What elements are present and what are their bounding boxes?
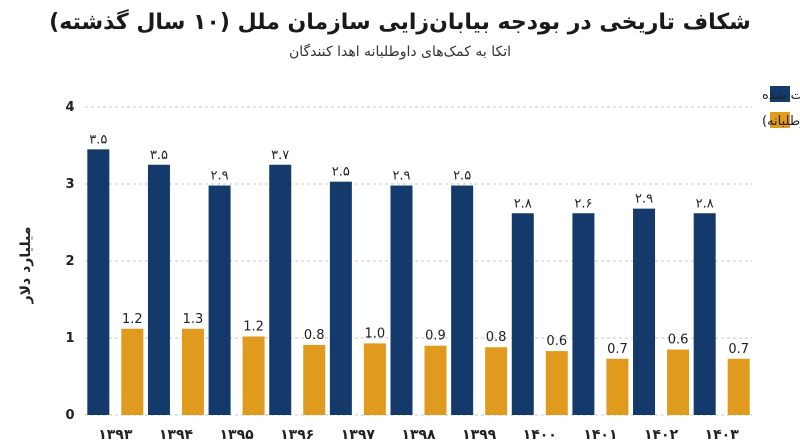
- data-label-mobilized: 0.8: [486, 330, 507, 345]
- bar-requested: [269, 164, 292, 415]
- data-label-mobilized: 0.7: [607, 342, 628, 357]
- bar-mobilized: [121, 328, 144, 415]
- bars-group: ۳.۵ 1.2 ۳.۵ 1.3 ۲.۹ 1.2 ۳.۷ 0.8 ۲.۵ 1.0 ۲.۹ 0.9 ۲.۵ 0…: [87, 132, 750, 415]
- x-axis-ticks: ۱۳۹۳ ۱۳۹۴ ۱۳۹۵ ۱۳۹۶ ۱۳۹۷ ۱۳۹۸ ۱۳۹۹ ۱۴۰۰ ۱۴۰۱ ۱۴۰۲…: [98, 427, 739, 443]
- x-tick-label: ۱۳۹۴: [159, 427, 194, 443]
- y-tick-label: 2: [65, 254, 74, 269]
- data-label-mobilized: 1.0: [365, 326, 386, 341]
- y-tick-label: 3: [65, 177, 74, 192]
- legend-swatch-mobilized: [770, 112, 790, 128]
- bar-mobilized: [363, 343, 386, 415]
- x-tick-label: ۱۳۹۸: [401, 427, 436, 443]
- bar-requested: [572, 213, 595, 415]
- data-label-requested: ۲.۹: [211, 169, 229, 184]
- x-tick-label: ۱۳۹۵: [219, 427, 254, 443]
- bar-requested: [87, 149, 110, 415]
- bar-mobilized: [727, 358, 750, 415]
- legend-swatch-requested: [770, 86, 790, 102]
- data-label-mobilized: 1.2: [243, 319, 264, 334]
- x-tick-label: ۱۴۰۱: [583, 427, 617, 443]
- chart-title: شکاف تاریخی در بودجه بیابان‌زایی سازمان …: [49, 10, 751, 35]
- data-label-mobilized: 0.9: [425, 329, 446, 344]
- bar-requested: [511, 213, 534, 415]
- bar-requested: [633, 208, 656, 415]
- data-label-requested: ۲.۸: [514, 196, 532, 211]
- bar-requested: [208, 185, 231, 415]
- data-label-requested: ۲.۸: [696, 196, 714, 211]
- x-tick-label: ۱۴۰۲: [644, 427, 679, 443]
- x-tick-label: ۱۳۹۷: [341, 427, 376, 443]
- bar-requested: [147, 164, 170, 415]
- bar-mobilized: [606, 358, 629, 415]
- data-label-requested: ۲.۹: [392, 169, 410, 184]
- data-label-requested: ۳.۵: [150, 148, 168, 163]
- data-label-mobilized: 0.8: [304, 328, 325, 343]
- data-label-requested: ۳.۵: [89, 132, 107, 147]
- bar-mobilized: [667, 349, 690, 415]
- y-tick-label: 0: [65, 408, 74, 423]
- legend: بودجه درخواست شده سرمایه واقعی بسیج شده …: [762, 86, 800, 129]
- bar-mobilized: [181, 328, 204, 415]
- data-label-mobilized: 0.6: [546, 334, 567, 349]
- bar-requested: [329, 181, 352, 415]
- data-label-mobilized: 0.6: [668, 333, 689, 348]
- x-tick-label: ۱۳۹۹: [462, 427, 497, 443]
- y-axis-ticks: 0 1 2 3 4: [65, 100, 74, 423]
- x-tick-label: ۱۳۹۳: [98, 427, 133, 443]
- bar-mobilized: [242, 336, 265, 415]
- data-label-mobilized: 0.7: [728, 342, 749, 357]
- bar-mobilized: [303, 344, 326, 415]
- data-label-requested: ۲.۵: [332, 165, 350, 180]
- data-label-requested: ۳.۷: [271, 148, 289, 163]
- data-label-mobilized: 1.2: [122, 312, 143, 327]
- x-tick-label: ۱۳۹۶: [280, 427, 314, 443]
- bar-requested: [451, 185, 474, 415]
- legend-label-requested: بودجه درخواست شده: [762, 88, 800, 103]
- bar-mobilized: [545, 351, 568, 415]
- x-tick-label: ۱۴۰۰: [523, 427, 557, 443]
- x-tick-label: ۱۴۰۳: [705, 427, 740, 443]
- bar-mobilized: [485, 347, 508, 415]
- legend-label-mobilized: سرمایه واقعی بسیج شده (با تاکید بر کمک‌ه…: [762, 114, 800, 129]
- y-axis-label: میلیارد دلار: [18, 227, 34, 305]
- bar-mobilized: [424, 345, 447, 415]
- y-tick-label: 4: [65, 100, 74, 115]
- data-label-requested: ۲.۹: [635, 192, 653, 207]
- chart-subtitle: اتکا به کمک‌های داوطلبانه اهدا کنندگان: [288, 44, 512, 60]
- bar-requested: [390, 185, 413, 415]
- y-tick-label: 1: [65, 331, 74, 346]
- data-label-mobilized: 1.3: [183, 312, 204, 327]
- bar-requested: [693, 213, 716, 415]
- data-label-requested: ۲.۶: [574, 196, 592, 211]
- data-label-requested: ۲.۵: [453, 169, 471, 184]
